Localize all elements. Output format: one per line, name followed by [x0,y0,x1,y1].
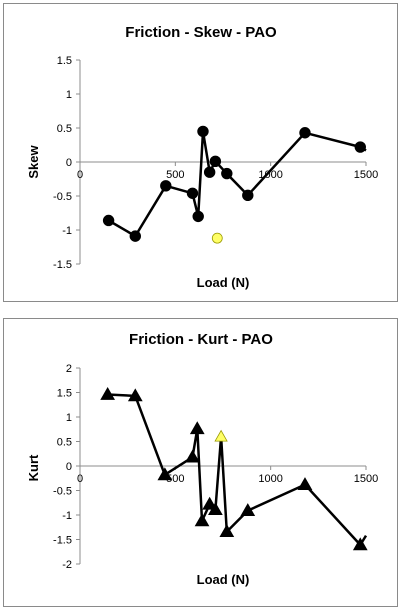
kurt-y-axis-label: Kurt [26,454,41,481]
skew-data-point [197,125,209,138]
kurt-data-point [127,388,143,402]
kurt-y-tick-label: -2 [62,559,72,571]
skew-x-tick-label: 500 [166,169,184,181]
skew-data-point [242,189,254,202]
kurt-chart: Friction - Kurt - PAO Load (N) Kurt 2 1.5… [26,331,378,587]
kurt-x-tick-label: 500 [166,473,184,485]
kurt-x-tick-label: 0 [77,473,83,485]
skew-y-tick-label: -1 [62,225,72,237]
skew-series-line [107,130,367,238]
kurt-data-point [202,496,218,510]
skew-data-point [129,230,141,242]
skew-highlighted-point [211,232,223,244]
kurt-highlighted-point [214,429,228,442]
kurt-data-point [100,386,116,400]
kurt-x-tick-label: 1500 [354,473,378,485]
skew-data-point [221,167,233,180]
kurt-data-point [352,537,368,551]
skew-chart-panel: Friction - Skew - PAO Load (N) Skew 1.5 1… [3,3,398,302]
skew-data-point [186,187,199,199]
kurt-x-tick-label: 1000 [258,473,282,485]
kurt-series-line [107,393,368,547]
kurt-y-tick-label: 0 [66,461,72,473]
skew-x-tick-label: 0 [77,169,83,181]
skew-y-tick-label: 0 [66,157,72,169]
kurt-data-point [297,477,313,490]
skew-chart-title: Friction - Skew - PAO [125,24,277,41]
kurt-chart-panel: Friction - Kurt - PAO Load (N) Kurt 2 1.5… [3,318,398,607]
skew-chart: Friction - Skew - PAO Load (N) Skew 1.5 1… [26,24,378,290]
skew-y-tick-label: -0.5 [53,191,72,203]
skew-data-point [354,141,366,153]
skew-data-point [102,214,115,227]
kurt-y-tick-label: 2 [66,363,72,375]
kurt-y-tick-label: 0.5 [57,437,72,449]
kurt-y-tick-label: -0.5 [53,486,72,498]
kurt-x-axis-label: Load (N) [197,572,250,587]
kurt-data-point [185,449,200,463]
skew-data-point [160,180,172,192]
skew-data-point [209,155,222,168]
kurt-data-point [189,421,205,435]
kurt-y-tick-label: 1.5 [57,388,72,400]
skew-y-tick-label: 1 [66,89,72,101]
skew-y-tick-label: 1.5 [57,55,72,67]
kurt-data-point [157,467,173,481]
kurt-data-point [194,513,210,527]
skew-data-point [299,127,311,139]
kurt-data-point [219,524,235,538]
kurt-data-point [208,502,223,515]
skew-data-point [192,210,204,223]
kurt-y-tick-label: 1 [66,412,72,424]
skew-x-tick-label: 1500 [354,169,378,181]
skew-y-tick-label: 0.5 [57,123,72,135]
kurt-data-point [240,503,256,516]
skew-y-axis-label: Skew [26,144,41,178]
kurt-y-tick-label: -1 [62,510,72,522]
skew-y-tick-label: -1.5 [53,259,72,271]
skew-data-point [203,166,216,178]
kurt-chart-title: Friction - Kurt - PAO [129,331,273,348]
skew-x-axis-label: Load (N) [197,275,250,290]
kurt-y-tick-label: -1.5 [53,535,72,547]
